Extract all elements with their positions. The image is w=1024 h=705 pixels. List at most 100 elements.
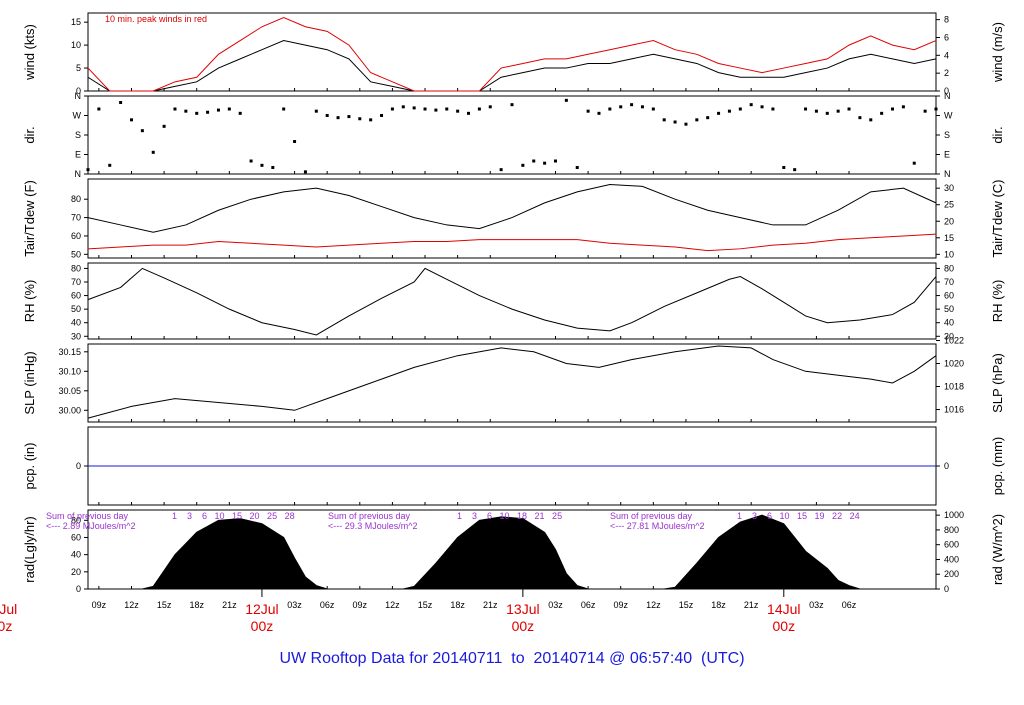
panel-wind: wind (kts) wind (m/s) 0 5 10 15 0 2 4 6 8 10 min. p… — [22, 12, 1005, 96]
dir-point — [390, 107, 394, 111]
ylabel-right-wind: wind (m/s) — [990, 22, 1005, 83]
dir-point — [314, 109, 318, 113]
panel-pcp: pcp. (in) pcp. (mm) 0 0 — [22, 426, 1005, 506]
dir-point — [706, 116, 710, 120]
hour-tick-label: 06z — [320, 600, 335, 610]
dir-point — [369, 118, 373, 122]
hour-tick-label: 12z — [124, 600, 139, 610]
dir-point — [912, 161, 916, 165]
hour-tick-label: 12z — [646, 600, 661, 610]
dir-point — [814, 109, 818, 113]
ytick-left-label: 80 — [71, 515, 81, 525]
ytick-right-label: W — [944, 111, 953, 121]
rad-sum-label: Sum of previous day — [610, 511, 693, 521]
ytick-left-label: 0 — [76, 86, 81, 96]
dir-point — [640, 105, 644, 109]
ytick-left-label: 30.15 — [58, 347, 81, 357]
hour-tick-label: 09z — [353, 600, 368, 610]
dir-point — [206, 110, 210, 114]
dir-point — [858, 116, 862, 120]
ytick-right-label: 6 — [944, 33, 949, 43]
ytick-left-label: 30 — [71, 331, 81, 341]
ytick-left-label: 80 — [71, 263, 81, 273]
ytick-right-label: 1020 — [944, 359, 964, 369]
ytick-right-label: 40 — [944, 318, 954, 328]
ytick-right-label: E — [944, 150, 950, 160]
ytick-right-label: 1018 — [944, 382, 964, 392]
day-tick-hour: 00z — [773, 618, 796, 634]
panel-temp: Tair/Tdew (F) Tair/Tdew (C) 50 60 70 80 10 15 20… — [22, 178, 1005, 259]
hour-tick-label: 15z — [157, 600, 172, 610]
hour-tick-label: 03z — [287, 600, 302, 610]
ytick-right-label: 20 — [944, 216, 954, 226]
ytick-right-label: 80 — [944, 263, 954, 273]
ylabel-right-rh: RH (%) — [990, 280, 1005, 323]
ytick-left-label: 70 — [71, 213, 81, 223]
rad-hour-labels: 1 3 6 10 15 20 25 28 — [172, 511, 295, 521]
ytick-right-label: 800 — [944, 525, 959, 535]
ytick-right-label: 30 — [944, 331, 954, 341]
dir-point — [195, 111, 199, 115]
ytick-left-label: 15 — [71, 17, 81, 27]
hour-tick-label: 21z — [483, 600, 498, 610]
ytick-left-label: 60 — [71, 532, 81, 542]
panel-frame-dir — [87, 95, 937, 175]
ylabel-left-rh: RH (%) — [22, 280, 37, 323]
dir-point — [456, 109, 460, 113]
ytick-left-label: W — [73, 111, 82, 121]
rad-sum-label: Sum of previous day — [46, 511, 129, 521]
panel-rad: rad(Lgly/hr) rad (W/m^2)02040608002004006… — [22, 509, 1005, 594]
dir-point — [836, 109, 840, 113]
ylabel-left-dir: dir. — [22, 126, 37, 143]
dir-point — [412, 106, 416, 110]
ytick-right-label: 400 — [944, 554, 959, 564]
rad-area — [88, 514, 936, 590]
dir-point — [434, 108, 438, 112]
dir-point — [358, 117, 362, 121]
dir-point — [151, 150, 155, 154]
ytick-left-label: 60 — [71, 231, 81, 241]
ylabel-left-temp: Tair/Tdew (F) — [22, 180, 37, 257]
ytick-left-label: 30.00 — [58, 405, 81, 415]
ylabel-left-slp: SLP (inHg) — [22, 351, 37, 414]
dir-point — [184, 109, 188, 113]
dir-point — [521, 163, 525, 167]
ytick-right-label: 25 — [944, 200, 954, 210]
dir-point — [804, 107, 808, 111]
ytick-left-label: 70 — [71, 277, 81, 287]
series-line-rh-0 — [87, 267, 937, 336]
dir-point — [901, 105, 905, 109]
ytick-left-label: 10 — [71, 40, 81, 50]
dir-point — [140, 129, 144, 133]
dir-point — [227, 107, 231, 111]
ytick-right-label: 1016 — [944, 405, 964, 415]
dir-point — [86, 168, 90, 172]
hour-tick-label: 18z — [189, 600, 204, 610]
dir-point — [608, 107, 612, 111]
hour-tick-label: 15z — [679, 600, 694, 610]
dir-point — [869, 118, 873, 122]
hour-tick-label: 18z — [450, 600, 465, 610]
dir-point — [423, 107, 427, 111]
ytick-left-label: 60 — [71, 291, 81, 301]
dir-point — [782, 166, 786, 169]
dir-point — [684, 122, 688, 126]
day-tick-date: 11Jul — [0, 601, 17, 617]
ytick-right-label: 10 — [944, 249, 954, 259]
dir-point — [717, 111, 721, 115]
ylabel-left-rad: rad(Lgly/hr) — [22, 516, 37, 582]
hour-tick-label: 06z — [842, 600, 857, 610]
ytick-right-label: 0 — [944, 86, 949, 96]
panel-frame-rh — [87, 262, 937, 340]
dir-point — [727, 109, 731, 113]
hour-tick-label: 09z — [92, 600, 107, 610]
dir-point — [597, 111, 601, 115]
dir-point — [445, 107, 449, 111]
ylabel-left-pcp: pcp. (in) — [22, 443, 37, 490]
dir-point — [271, 166, 275, 169]
dir-point — [162, 124, 166, 128]
day-tick-hour: 00z — [512, 618, 535, 634]
dir-point — [891, 107, 895, 111]
